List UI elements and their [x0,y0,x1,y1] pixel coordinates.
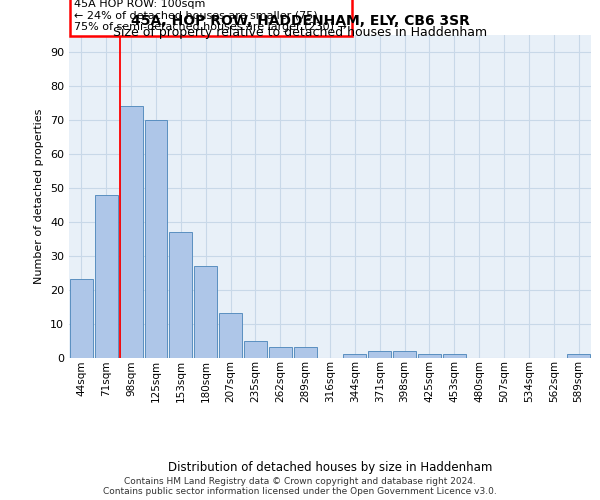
Bar [145,120,167,358]
Bar [194,266,217,358]
Text: Contains HM Land Registry data © Crown copyright and database right 2024.
Contai: Contains HM Land Registry data © Crown c… [103,476,497,496]
Bar [219,314,242,358]
Y-axis label: Number of detached properties: Number of detached properties [34,108,44,284]
Bar [95,194,118,358]
Bar [343,354,366,358]
Bar [244,340,267,357]
X-axis label: Distribution of detached houses by size in Haddenham: Distribution of detached houses by size … [168,460,492,473]
Bar [567,354,590,358]
Bar [269,348,292,358]
Bar [294,348,317,358]
Text: Size of property relative to detached houses in Haddenham: Size of property relative to detached ho… [113,26,487,39]
Bar [169,232,192,358]
Text: 45A HOP ROW: 100sqm
← 24% of detached houses are smaller (75)
75% of semi-detach: 45A HOP ROW: 100sqm ← 24% of detached ho… [74,0,347,32]
Bar [120,106,143,358]
Bar [443,354,466,358]
Bar [418,354,441,358]
Bar [393,350,416,358]
Bar [70,280,93,357]
Text: 45A, HOP ROW, HADDENHAM, ELY, CB6 3SR: 45A, HOP ROW, HADDENHAM, ELY, CB6 3SR [131,14,469,28]
Bar [368,350,391,358]
